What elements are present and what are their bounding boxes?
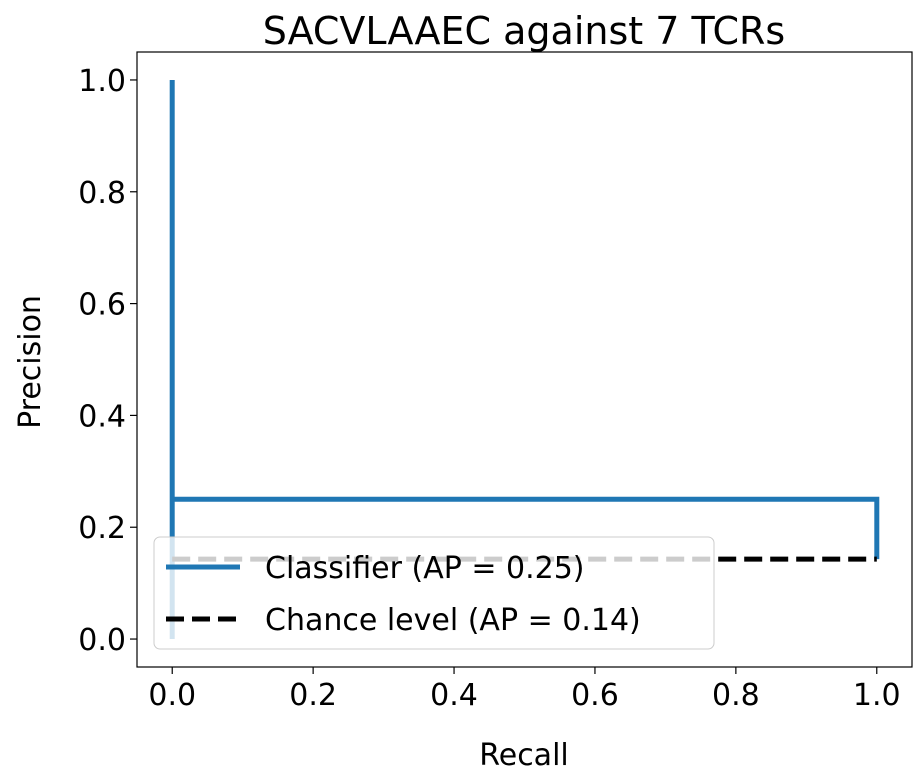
- y-tick-label: 0.0: [78, 623, 126, 658]
- y-tick-label: 0.2: [78, 511, 126, 546]
- y-tick-label: 0.6: [78, 288, 126, 323]
- x-tick-label: 0.8: [712, 678, 760, 713]
- legend: Classifier (AP = 0.25) Chance level (AP =…: [153, 536, 715, 650]
- y-axis-label: Precision: [13, 295, 48, 429]
- plot-frame: [136, 51, 913, 668]
- x-tick-label: 0.4: [430, 678, 478, 713]
- y-tick-label: 0.4: [78, 399, 126, 434]
- x-tick-label: 0.6: [571, 678, 619, 713]
- x-tick-label: 0.2: [289, 678, 337, 713]
- y-tick-label: 0.8: [78, 176, 126, 211]
- y-axis: 0.0 0.2 0.4 0.6 0.8 1.0: [78, 64, 137, 658]
- x-axis: 0.0 0.2 0.4 0.6 0.8 1.0: [148, 667, 901, 713]
- x-axis-label: Recall: [479, 738, 569, 773]
- legend-box: [153, 536, 715, 650]
- y-tick-label: 1.0: [78, 64, 126, 99]
- x-tick-label: 1.0: [853, 678, 901, 713]
- legend-label: Chance level (AP = 0.14): [265, 603, 641, 638]
- chart-title: SACVLAAEC against 7 TCRs: [263, 9, 785, 53]
- legend-label: Classifier (AP = 0.25): [265, 551, 585, 586]
- series-line-classifier: [169, 80, 880, 639]
- x-tick-label: 0.0: [148, 678, 196, 713]
